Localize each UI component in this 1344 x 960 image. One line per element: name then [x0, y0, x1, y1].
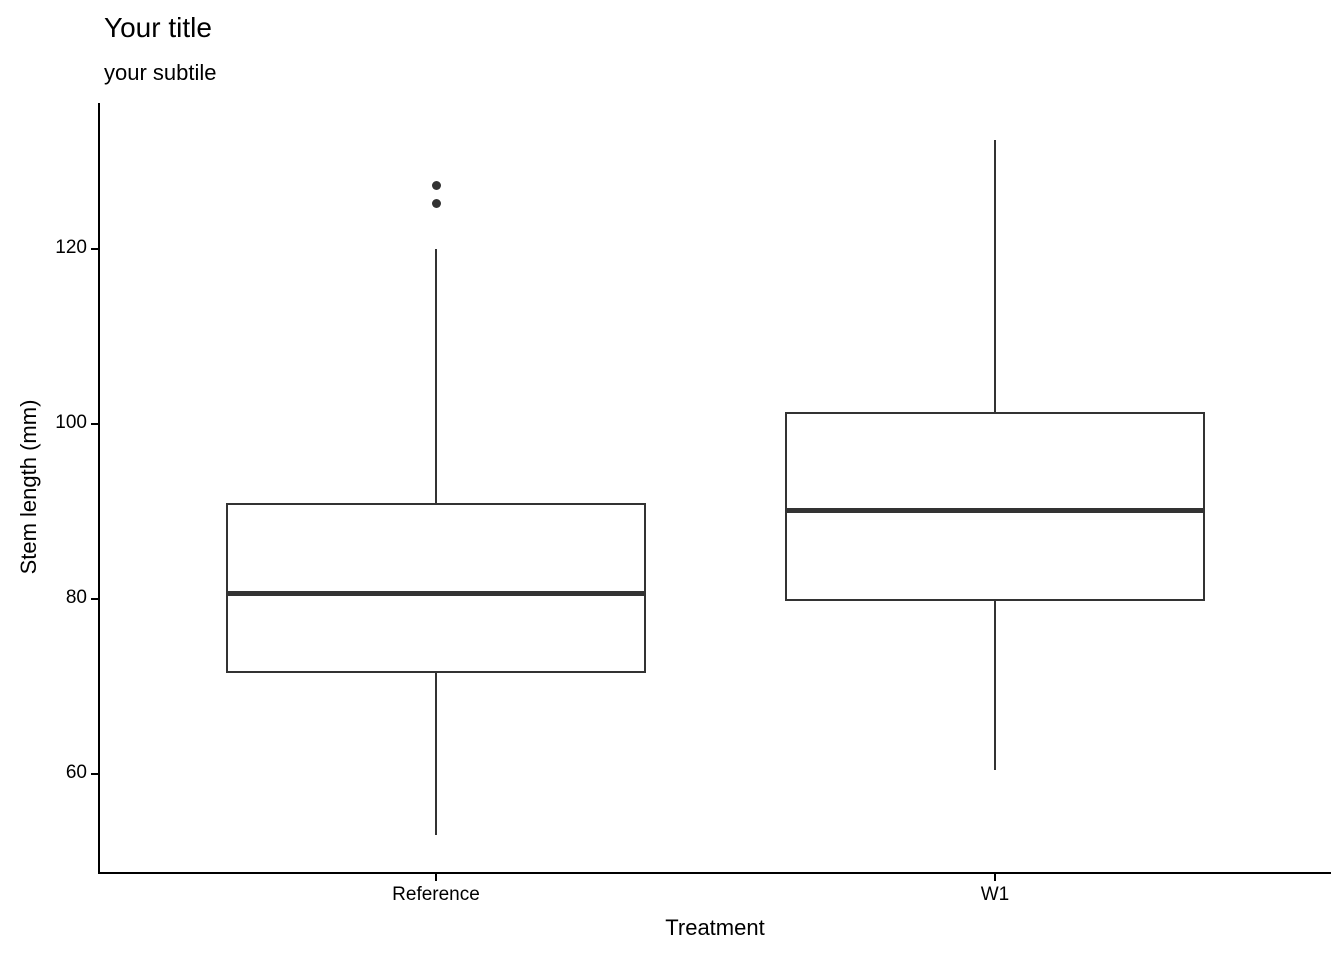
y-tick-label: 100	[55, 412, 87, 433]
chart-title: Your title	[104, 12, 212, 43]
x-tick-label: Reference	[392, 884, 480, 905]
x-tick-mark	[435, 872, 437, 881]
y-tick-label: 80	[65, 587, 87, 608]
chart-subtitle: your subtile	[104, 60, 217, 85]
y-axis-line	[98, 103, 100, 874]
y-tick-mark	[91, 248, 100, 250]
y-tick-label: 120	[55, 237, 87, 258]
lower-whisker	[994, 601, 996, 770]
y-axis-title: Stem length (mm)	[16, 399, 41, 575]
box-reference	[226, 503, 646, 673]
median-line	[226, 591, 646, 596]
x-tick-label: W1	[980, 884, 1010, 905]
y-tick-mark	[91, 423, 100, 425]
upper-whisker	[435, 249, 437, 503]
median-line	[785, 508, 1205, 513]
outlier-point	[432, 181, 441, 190]
lower-whisker	[435, 673, 437, 835]
y-tick-mark	[91, 773, 100, 775]
y-tick-mark	[91, 598, 100, 600]
x-axis-title: Treatment	[665, 915, 765, 940]
box-w1	[785, 412, 1205, 601]
y-tick-label: 60	[65, 762, 87, 783]
upper-whisker	[994, 140, 996, 412]
x-axis-line	[98, 872, 1331, 874]
outlier-point	[432, 199, 441, 208]
x-tick-mark	[994, 872, 996, 881]
